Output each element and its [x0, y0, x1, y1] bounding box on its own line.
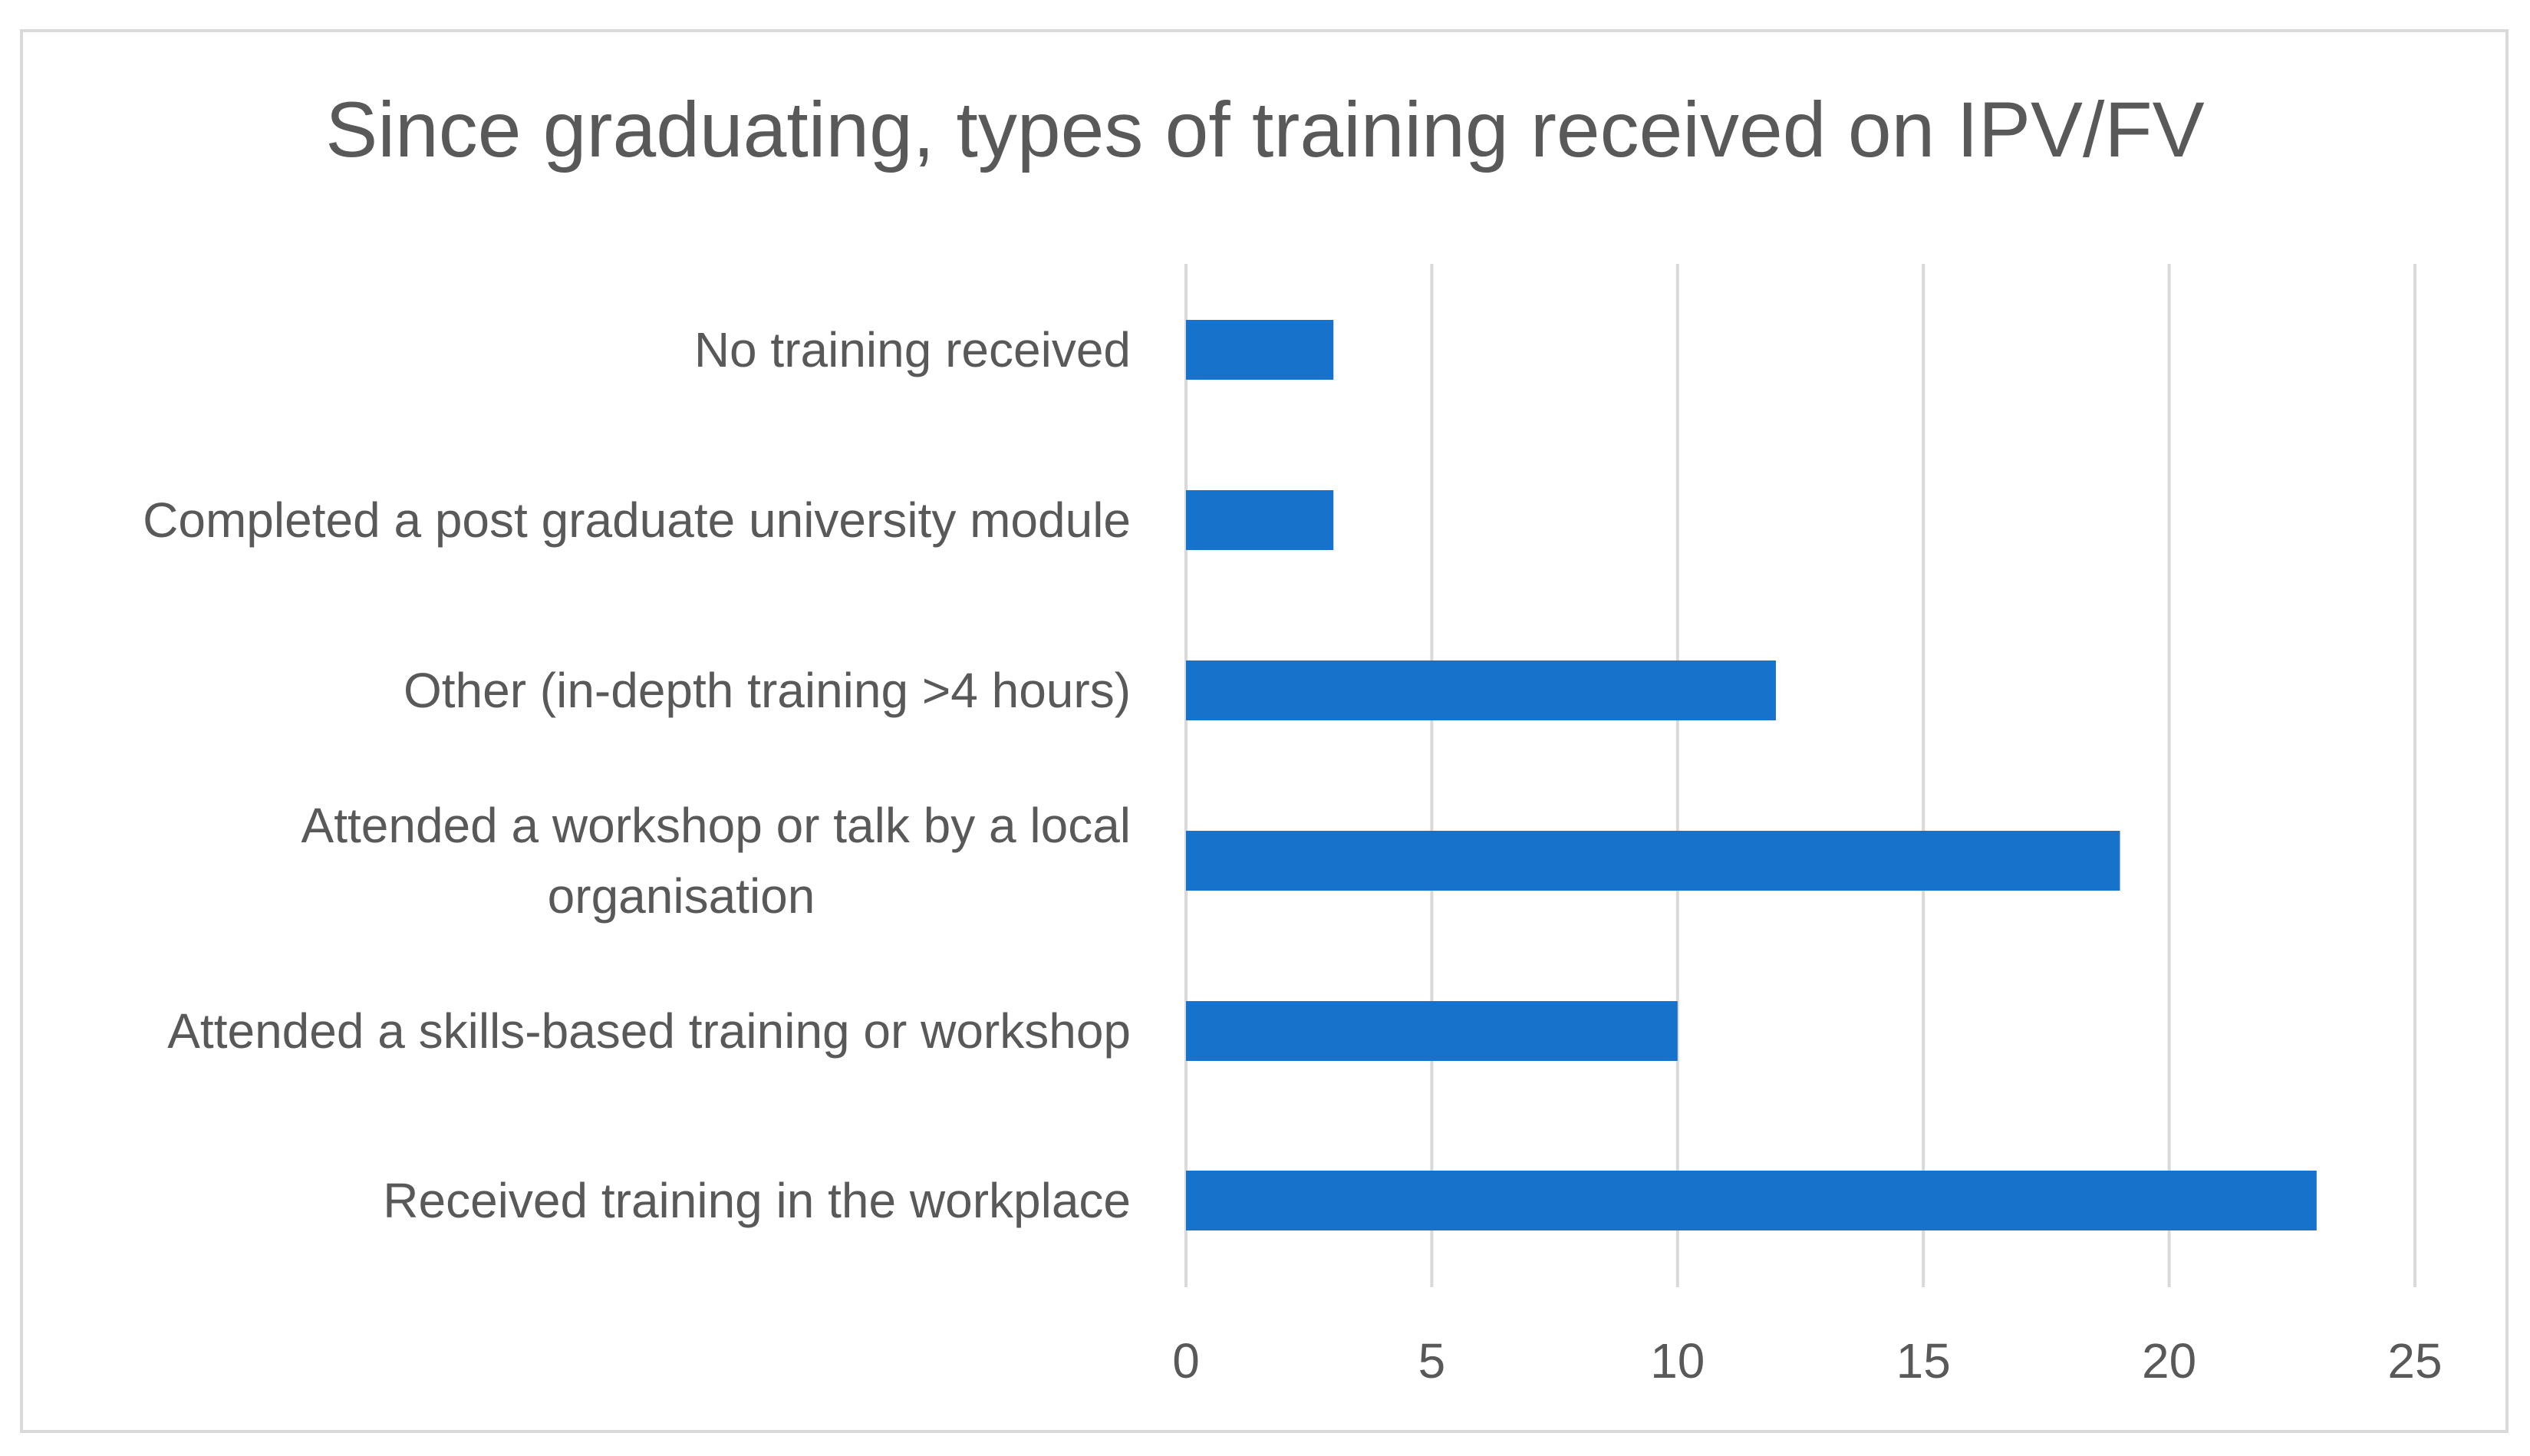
bar	[1186, 1171, 2317, 1230]
bars	[1186, 320, 2317, 1230]
chart-title: Since graduating, types of training rece…	[325, 86, 2204, 173]
gridlines	[1184, 264, 2416, 1287]
category-label: organisation	[548, 868, 815, 924]
category-label: No training received	[694, 322, 1131, 377]
bar	[1186, 1001, 1678, 1061]
category-label: Attended a workshop or talk by a local	[301, 798, 1132, 853]
x-tick-label: 20	[2142, 1333, 2196, 1388]
x-tick-label: 0	[1172, 1333, 1200, 1388]
bar	[1186, 660, 1776, 720]
category-label: Other (in-depth training >4 hours)	[404, 663, 1131, 718]
category-labels: No training received Completed a post gra…	[143, 322, 1131, 1228]
x-tick-label: 25	[2387, 1333, 2442, 1388]
category-label: Received training in the workplace	[383, 1173, 1131, 1228]
x-tick-label: 10	[1650, 1333, 1705, 1388]
x-tick-label: 15	[1896, 1333, 1951, 1388]
x-axis-ticks: 0 5 10 15 20 25	[1172, 1333, 2442, 1388]
bar	[1186, 831, 2120, 891]
category-label: Attended a skills-based training or work…	[167, 1003, 1131, 1059]
x-tick-label: 5	[1418, 1333, 1446, 1388]
category-label: Completed a post graduate university mod…	[143, 492, 1131, 548]
bar	[1186, 490, 1334, 550]
bar	[1186, 320, 1334, 380]
